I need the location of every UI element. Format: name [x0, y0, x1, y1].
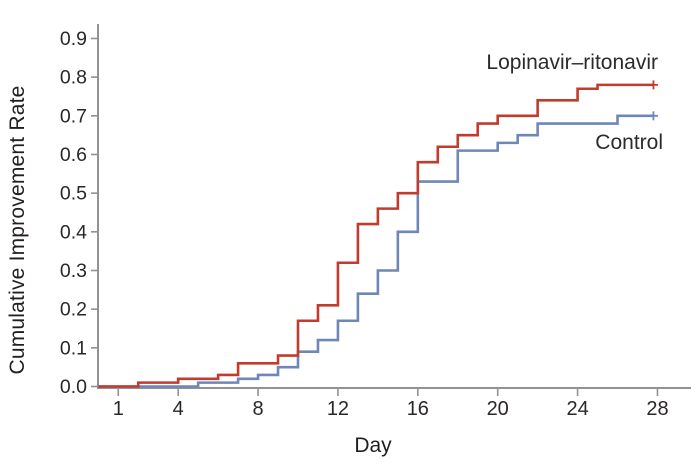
x-tick-label: 20 [487, 398, 509, 420]
y-tick-label: 0.9 [60, 28, 87, 50]
y-tick-label: 0.1 [60, 337, 87, 359]
x-tick-label: 8 [252, 398, 263, 420]
x-tick-label: 12 [327, 398, 349, 420]
x-tick-label: 24 [566, 398, 588, 420]
y-tick-label: 0.3 [60, 260, 87, 282]
y-axis-label: Cumulative Improvement Rate [6, 85, 29, 375]
series-path-control [98, 114, 654, 388]
y-tick-label: 0.4 [60, 221, 87, 243]
x-tick-label: 4 [173, 398, 184, 420]
series-path-lopinavir-ritonavir [98, 83, 654, 388]
y-tick-label: 0.7 [60, 105, 87, 127]
series-label-lopinavir-ritonavir: Lopinavir–ritonavir [486, 51, 658, 74]
y-tick-label: 0.5 [60, 183, 87, 205]
x-tick-label: 1 [113, 398, 124, 420]
y-tick-label: 0.6 [60, 144, 87, 166]
y-tick-label: 0.0 [60, 376, 87, 398]
y-tick-label: 0.8 [60, 67, 87, 89]
x-axis-label: Day [354, 434, 392, 457]
x-tick-label: 28 [646, 398, 668, 420]
y-tick-label: 0.2 [60, 299, 87, 321]
x-tick-label: 16 [407, 398, 429, 420]
series-label-control: Control [595, 131, 663, 154]
